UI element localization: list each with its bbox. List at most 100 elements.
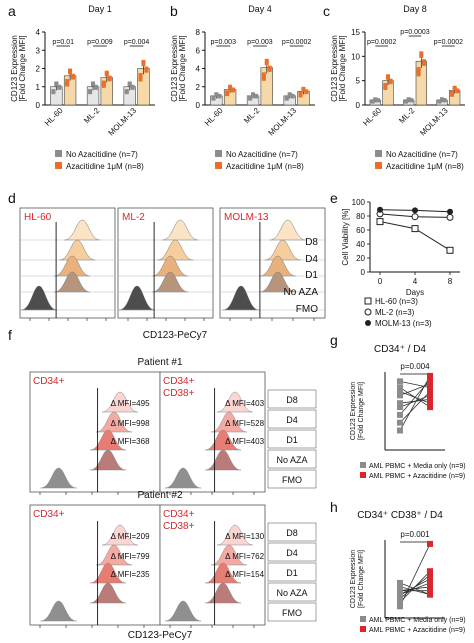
- y-tick-label: 4: [196, 65, 201, 74]
- data-point: [397, 595, 403, 602]
- y-tick-label: 2: [36, 65, 41, 74]
- pair-line: [399, 375, 431, 431]
- mfi-label: Δ MFI=403: [225, 437, 264, 446]
- histogram-peak: [20, 285, 58, 311]
- y-tick-label: 10: [351, 52, 360, 61]
- data-point: [427, 392, 433, 399]
- data-point: [427, 540, 433, 547]
- x-tick-label: 8: [448, 277, 453, 286]
- histogram-peak: [210, 544, 248, 566]
- histogram-peak: [259, 271, 296, 293]
- data-point: [397, 378, 403, 385]
- legend-label: AML PBMC + Azacitidine (n=9): [369, 627, 465, 634]
- p-value: p=0.004: [124, 39, 150, 46]
- data-point: [427, 400, 433, 407]
- y-axis-label-2: [Fold Change MFI]: [18, 35, 27, 101]
- data-point: [427, 579, 433, 586]
- bar-chart-c: Day 8 CD123 Expression [Fold Change MFI] 0 5…: [330, 4, 465, 138]
- data-point: [370, 99, 375, 104]
- mfi-label: Δ MFI=762: [225, 552, 264, 561]
- row-label: FMO: [296, 304, 318, 315]
- pair-line: [399, 398, 431, 404]
- data-point: [91, 81, 96, 86]
- data-point: [411, 225, 419, 233]
- data-point: [416, 69, 421, 74]
- histogram-peak: [210, 411, 248, 433]
- legend-swatch: [215, 162, 222, 169]
- data-point: [450, 91, 454, 96]
- x-tick-label: 0: [378, 277, 383, 286]
- x-tick-label: ML-2: [397, 106, 417, 126]
- y-tick-label: 0: [36, 101, 41, 110]
- row-label-box: [267, 429, 317, 449]
- y-tick-label: 0: [361, 268, 366, 277]
- histogram-peak: [259, 255, 296, 277]
- histogram-peak: [101, 391, 139, 413]
- data-point: [57, 84, 62, 89]
- y-axis-label: CD123 Expression: [350, 382, 357, 440]
- data-point: [376, 218, 384, 226]
- data-point: [427, 388, 433, 395]
- data-point: [397, 419, 403, 426]
- histogram-peak: [118, 285, 156, 311]
- legend-marker: [364, 308, 372, 316]
- gate-label: CD38+: [163, 388, 195, 399]
- legend-swatch: [375, 150, 382, 157]
- histogram-peak: [101, 524, 139, 546]
- data-point: [455, 88, 460, 93]
- row-label: No AZA: [284, 287, 319, 298]
- legend-label: No Azacitidine (n=7): [386, 150, 458, 159]
- data-point: [397, 591, 403, 598]
- data-point: [416, 67, 421, 72]
- p-value: p=0.0002: [434, 39, 463, 46]
- x-axis-label: CD123-PeCy7: [128, 630, 193, 641]
- chart-title: Day 1: [88, 4, 112, 14]
- pair-line: [399, 391, 431, 423]
- y-tick-label: 6: [196, 46, 201, 55]
- data-point: [211, 96, 216, 101]
- y-axis-label-2: [Fold Change MFI]: [338, 35, 347, 101]
- data-point: [298, 91, 303, 96]
- gate-label: CD34+: [163, 376, 195, 387]
- gate-label: CD34+: [33, 376, 65, 387]
- data-point: [377, 206, 383, 213]
- x-tick-label: ML-2: [82, 106, 102, 126]
- p-value: p=0.004: [400, 362, 430, 371]
- histogram-peak: [64, 219, 101, 241]
- x-tick-label: ML-2: [242, 106, 262, 126]
- data-point: [124, 89, 129, 94]
- data-point: [386, 74, 390, 79]
- data-point: [397, 404, 403, 411]
- data-point: [427, 372, 433, 379]
- row-label: No AZA: [276, 588, 307, 598]
- x-tick-label: MOLM-13: [107, 106, 139, 138]
- histogram-peak: [95, 411, 133, 433]
- panel-letter-d: d: [8, 190, 16, 206]
- y-tick-label: 40: [356, 240, 365, 249]
- data-point: [138, 77, 143, 82]
- bar-chart-b: Day 4 CD123 Expression [Fold Change MFI] 0 2…: [170, 4, 315, 138]
- y-tick-label: 0: [196, 101, 201, 110]
- p-value: p=0.0002: [367, 39, 396, 46]
- pair-line: [399, 543, 431, 607]
- data-point: [141, 59, 146, 64]
- paired-chart-h: CD34⁺ CD38⁺ / D4 CD123 Expression [Fold Ch…: [350, 510, 466, 634]
- row-label-box: [267, 562, 317, 582]
- data-point: [261, 76, 266, 81]
- x-tick-label: HL-60: [361, 106, 383, 128]
- row-label: D4: [305, 254, 318, 265]
- data-point: [264, 58, 269, 63]
- data-point: [397, 579, 403, 586]
- data-point: [228, 84, 233, 89]
- data-point: [261, 72, 266, 77]
- p-value: p=0.003: [210, 39, 236, 46]
- p-value: p=0.003: [247, 39, 273, 46]
- data-point: [225, 90, 230, 95]
- row-label: D4: [286, 548, 298, 558]
- data-point: [427, 568, 433, 575]
- histogram-peak: [54, 271, 91, 293]
- histogram-peak: [264, 239, 301, 261]
- pair-line: [399, 387, 431, 408]
- histogram-peak: [59, 239, 96, 261]
- data-point: [397, 583, 403, 590]
